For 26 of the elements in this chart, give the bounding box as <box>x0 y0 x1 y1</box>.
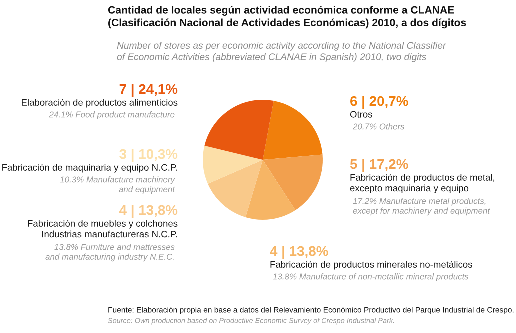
data-label: 5 | 17,2% <box>350 159 408 172</box>
text: 13.8% Furniture and mattresses and manufacturing industry N.E.C. <box>46 244 175 262</box>
pie-slice <box>204 100 274 160</box>
slice-label: Fabricación de maquinaria y equipo N.C.P. <box>2 164 178 173</box>
slice-label: Otros <box>350 111 372 118</box>
text: 10.3% Manufacture machinery and equipment <box>60 176 176 194</box>
data-label: 6 | 20,7% <box>350 96 408 110</box>
text: 17.2% Manufacture metal products, except for machinery and equipment <box>353 198 490 216</box>
pie-slice <box>263 101 323 160</box>
pie-slice <box>246 160 296 220</box>
chart-subtitle: Number of stores as per economic activity according to the National Classifier of Economic Activities (abbreviated CLANAE in Spanish) 2010, two digits <box>117 42 446 62</box>
text: 20.7% Others <box>352 124 405 130</box>
data-label: 4 | 13,8% <box>270 246 328 260</box>
slice-label: Fabricación de productos de metal, excepto maquinaria y equipo <box>350 174 495 194</box>
slice-label: Fabricación de muebles y colchones Industrias manufactureras N.C.P. <box>28 220 178 238</box>
data-label: 7 | 24,1% <box>120 84 178 98</box>
pie-slice <box>203 146 263 184</box>
data-label: 3 | 10,3% <box>120 149 178 162</box>
text: 13.8% Manufacture of non-metallic mineral products <box>273 274 469 282</box>
pie-slice <box>208 160 263 218</box>
chart-title: Cantidad de locales según actividad económica conforme a CLANAE (Clasificación Nacional de Actividades Económicas) 2010, a dos dígitos <box>108 6 466 29</box>
data-label: 4 | 13,8% <box>120 205 178 218</box>
text: 24.1% Food product manufacture <box>49 112 175 120</box>
slice-label: Elaboración de productos alimenticios <box>22 99 178 108</box>
slice-label: Fabricación de productos minerales no-metálicos <box>270 261 472 270</box>
pie-slice <box>263 154 323 210</box>
